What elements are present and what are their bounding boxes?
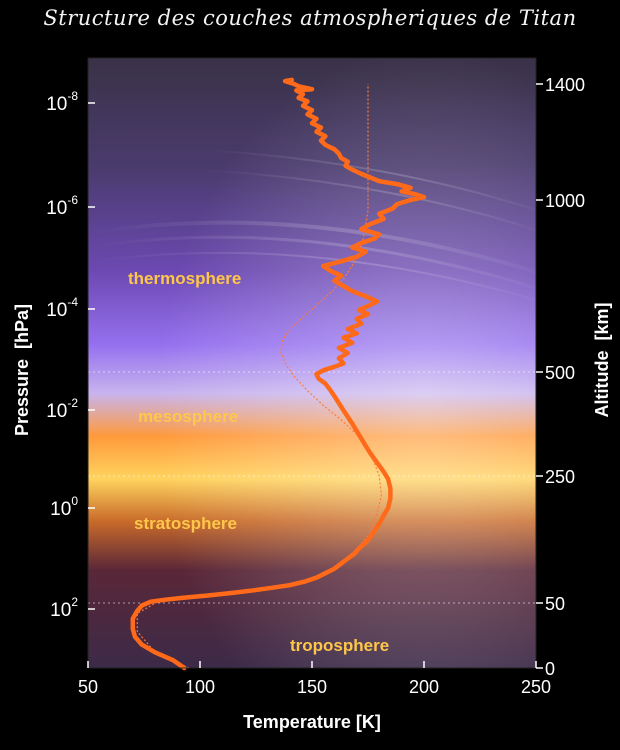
x-tick-label: 200 bbox=[409, 677, 439, 697]
x-tick-label: 150 bbox=[297, 677, 327, 697]
x-tick-label: 100 bbox=[185, 677, 215, 697]
pressure-tick-label: 102 bbox=[50, 595, 78, 621]
x-axis-ticks: 50 100 150 200 250 bbox=[78, 661, 551, 697]
plot-glow bbox=[88, 58, 536, 668]
layer-label-thermosphere: thermosphere bbox=[128, 269, 241, 288]
pressure-axis-ticks: 10-8 10-6 10-4 10-2 100 102 bbox=[46, 89, 95, 621]
measured-temperature-line bbox=[130, 77, 427, 671]
altitude-tick-label: 1000 bbox=[545, 191, 585, 211]
measured-profile bbox=[130, 77, 427, 671]
chart-title: Structure des couches atmospheriques de … bbox=[43, 6, 577, 30]
x-tick-label: 250 bbox=[521, 677, 551, 697]
pressure-tick-label: 10-6 bbox=[46, 193, 78, 219]
haze-bands bbox=[87, 149, 537, 301]
pressure-tick-label: 100 bbox=[50, 494, 78, 520]
x-axis-title: Temperature [K] bbox=[243, 712, 381, 732]
x-tick-label: 50 bbox=[78, 677, 98, 697]
pressure-tick-label: 10-4 bbox=[46, 295, 78, 321]
y-axis-title-right: Altitude [km] bbox=[592, 303, 612, 418]
pressure-tick-label: 10-2 bbox=[46, 396, 78, 422]
y-axis-title-left: Pressure [hPa] bbox=[12, 304, 32, 436]
layer-label-mesosphere: mesosphere bbox=[138, 407, 238, 426]
layer-label-stratosphere: stratosphere bbox=[134, 514, 237, 533]
altitude-tick-label: 250 bbox=[545, 467, 575, 487]
layer-label-troposphere: troposphere bbox=[290, 636, 389, 655]
altitude-tick-label: 500 bbox=[545, 363, 575, 383]
altitude-tick-label: 50 bbox=[545, 594, 565, 614]
altitude-tick-label: 0 bbox=[545, 659, 555, 679]
altitude-tick-label: 1400 bbox=[545, 75, 585, 95]
pressure-tick-label: 10-8 bbox=[46, 89, 78, 115]
layer-labels: thermosphere mesosphere stratosphere tro… bbox=[128, 269, 389, 655]
